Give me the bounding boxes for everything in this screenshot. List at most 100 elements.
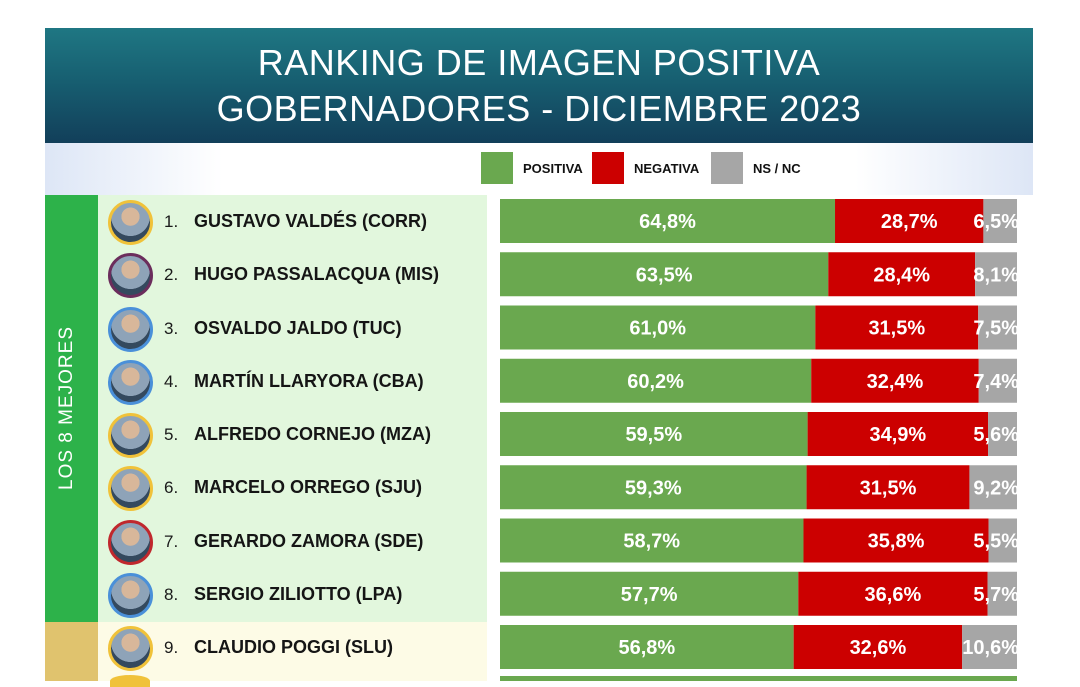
governor-avatar	[108, 413, 153, 458]
chart-title-line1: RANKING DE IMAGEN POSITIVA	[257, 42, 821, 83]
names-panel-rest	[98, 622, 487, 681]
bar-segment-negativa	[815, 305, 979, 350]
governor-name: SERGIO ZILIOTTO (LPA)	[194, 583, 403, 604]
legend-negativa: NEGATIVA	[592, 152, 699, 184]
chart-title-line2: GOBERNADORES - DICIEMBRE 2023	[216, 88, 862, 129]
governor-name: OSVALDO JALDO (TUC)	[194, 317, 402, 338]
governor-avatar	[108, 466, 153, 512]
bar-label-negativa: 31,5%	[868, 318, 925, 340]
bar-segment-nsnc	[962, 625, 1017, 669]
governor-row: 2. HUGO PASSALACQUA (MIS)	[98, 250, 487, 300]
bar-label-nsnc: 7,4%	[973, 371, 1019, 393]
avatar-partial	[110, 675, 150, 687]
bar-segment-positiva	[500, 571, 799, 616]
governor-name: HUGO PASSALACQUA (MIS)	[194, 264, 439, 285]
group-band-top8	[45, 195, 98, 622]
governor-row: 1. GUSTAVO VALDÉS (CORR)	[98, 197, 487, 247]
governor-avatar	[108, 519, 153, 565]
rank-number: 9.	[164, 638, 179, 657]
chart-header: RANKING DE IMAGEN POSITIVA GOBERNADORES …	[45, 28, 1033, 143]
bar-segment-nsnc	[975, 252, 1017, 297]
bar-segment-nsnc	[983, 199, 1017, 243]
bar-segment-negativa	[806, 465, 970, 510]
bar-segment-positiva	[500, 305, 816, 350]
bar-label-nsnc: 5,7%	[973, 584, 1019, 606]
governor-row: 8. SERGIO ZILIOTTO (LPA)	[98, 570, 487, 620]
governor-row: 6. MARCELO ORREGO (SJU)	[98, 463, 487, 513]
bar-label-positiva: 56,8%	[618, 637, 675, 659]
bar-label-nsnc: 5,5%	[973, 531, 1019, 553]
bar-label-negativa: 28,4%	[873, 264, 930, 286]
bar-segment-positiva	[500, 465, 807, 510]
bar-segment-positiva	[500, 252, 829, 297]
governor-avatar	[108, 200, 153, 245]
bar-segment-nsnc	[987, 571, 1017, 616]
legend-band	[45, 143, 1033, 195]
rank-number: 1.	[164, 212, 179, 231]
bar-segment-negativa	[798, 571, 988, 616]
governor-row: 5. ALFREDO CORNEJO (MZA)	[98, 410, 487, 460]
bar-partial	[500, 676, 1017, 681]
governor-row: 7. GERARDO ZAMORA (SDE)	[98, 517, 487, 567]
bar-segment-negativa	[828, 252, 976, 297]
governor-avatar	[108, 359, 153, 405]
bar-segment-positiva	[500, 358, 812, 403]
governor-name: ALFREDO CORNEJO (MZA)	[194, 424, 431, 444]
legend-label-positiva: POSITIVA	[523, 160, 583, 176]
governor-name: MARTÍN LLARYORA (CBA)	[194, 370, 424, 391]
bar-label-nsnc: 10,6%	[962, 637, 1019, 659]
governor-row: 4. MARTÍN LLARYORA (CBA)	[98, 357, 487, 407]
legend-label-nsnc: NS / NC	[753, 160, 801, 176]
rank-number: 6.	[164, 478, 179, 498]
rank-number: 5.	[164, 425, 179, 444]
bar-label-positiva: 59,3%	[625, 477, 682, 499]
bar-segment-nsnc	[978, 305, 1017, 350]
legend-label-negativa: NEGATIVA	[634, 160, 700, 176]
bar-segment-nsnc	[988, 518, 1017, 563]
bar-segment-positiva	[500, 199, 836, 243]
legend-nsnc: NS / NC	[711, 152, 801, 184]
bar-segment-nsnc	[978, 358, 1017, 403]
bar-label-nsnc: 7,5%	[973, 318, 1019, 340]
governor-name: CLAUDIO POGGI (SLU)	[194, 637, 393, 657]
rank-number: 7.	[164, 531, 179, 551]
bar-label-negativa: 36,6%	[865, 584, 922, 606]
bar-segment-nsnc	[969, 465, 1017, 510]
rank-number: 4.	[164, 371, 179, 391]
group-band-rest	[45, 622, 98, 681]
bar-label-nsnc: 9,2%	[973, 477, 1019, 499]
bar-label-positiva: 57,7%	[621, 584, 678, 606]
governor-avatar	[108, 626, 153, 671]
bar-label-positiva: 59,5%	[625, 424, 682, 446]
legend-swatch-positiva	[481, 152, 513, 184]
governor-row: 3. OSVALDO JALDO (TUC)	[98, 304, 487, 354]
governor-avatar	[108, 253, 153, 299]
governor-row: 9. CLAUDIO POGGI (SLU)	[98, 623, 487, 673]
bar-label-negativa: 28,7%	[881, 211, 938, 233]
governor-name: GUSTAVO VALDÉS (CORR)	[194, 211, 427, 231]
bar-segment-positiva	[500, 412, 808, 456]
legend-positiva: POSITIVA	[481, 152, 583, 184]
bar-label-negativa: 34,9%	[869, 424, 926, 446]
bar-segment-negativa	[793, 625, 963, 669]
bar-label-positiva: 58,7%	[623, 531, 680, 553]
bar-segment-negativa	[803, 518, 989, 563]
bar-label-nsnc: 6,5%	[973, 211, 1019, 233]
bar-segment-nsnc	[988, 412, 1017, 456]
bar-label-positiva: 64,8%	[639, 211, 696, 233]
governor-avatar	[108, 306, 153, 352]
bar-label-negativa: 32,4%	[867, 371, 924, 393]
bar-label-negativa: 31,5%	[860, 477, 917, 499]
group-label: LOS 8 MEJORES	[56, 326, 77, 490]
bar-segment-negativa	[835, 199, 984, 243]
bar-label-negativa: 32,6%	[850, 637, 907, 659]
bar-label-positiva: 63,5%	[636, 264, 693, 286]
rank-number: 8.	[164, 584, 179, 604]
rank-number: 2.	[164, 265, 179, 285]
legend-swatch-negativa	[592, 152, 624, 184]
bar-label-positiva: 61,0%	[629, 318, 686, 340]
names-panel-top8	[98, 195, 487, 622]
governor-name: GERARDO ZAMORA (SDE)	[194, 530, 424, 551]
bar-segment-positiva	[500, 625, 794, 669]
governor-name: MARCELO ORREGO (SJU)	[194, 477, 423, 498]
